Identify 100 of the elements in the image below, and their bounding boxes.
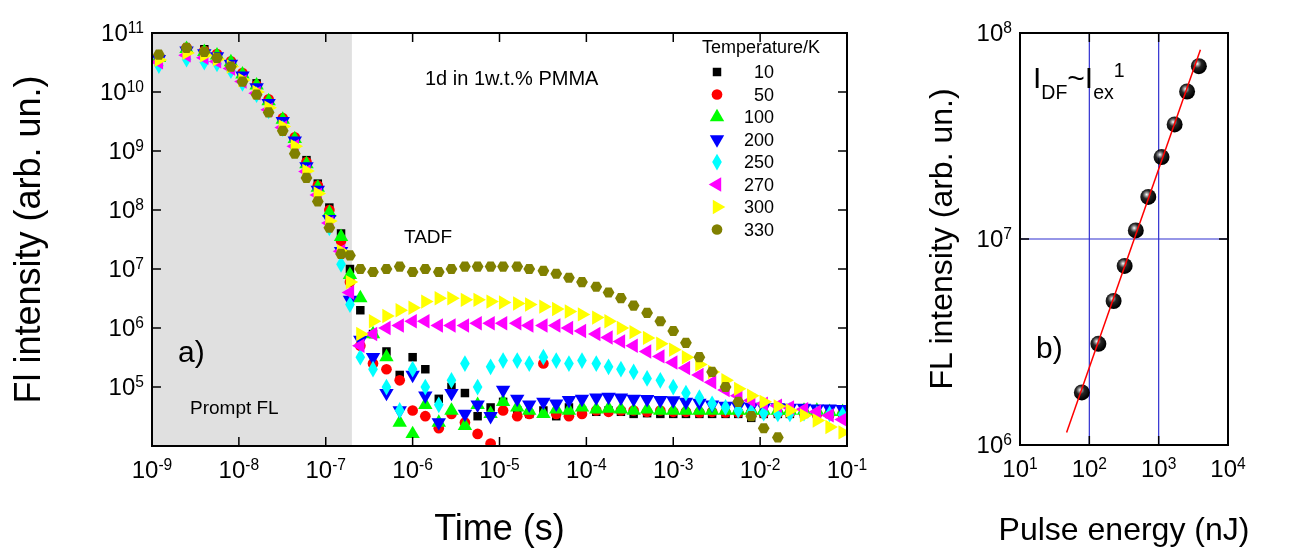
point: [771, 432, 784, 443]
x-axis-title: Pulse energy (nJ): [998, 511, 1250, 547]
y-tick-label: 10$^{11}$: [101, 18, 144, 46]
point: [511, 410, 523, 422]
legend-label: 200: [743, 129, 774, 150]
x-tick-label: 10$^{4}$: [1210, 454, 1247, 482]
point: [563, 272, 575, 283]
point: [368, 314, 382, 329]
point: [473, 292, 486, 308]
point: [394, 374, 406, 386]
x-tick-label: 10$^{-1}$: [826, 455, 868, 483]
point: [445, 263, 458, 275]
x-tick-label: 10$^{-3}$: [652, 455, 694, 483]
legend-label: 10: [753, 62, 774, 82]
point: [757, 423, 770, 434]
point: [405, 425, 420, 439]
point: [380, 263, 393, 275]
point: [356, 326, 369, 342]
point: [485, 438, 496, 446]
y-axis-title: FL intensity (arb. un.): [923, 88, 959, 390]
point: [447, 290, 460, 306]
y-tick-label: 10$^{6}$: [108, 313, 144, 341]
point: [525, 297, 538, 312]
point: [577, 307, 591, 322]
y-tick-label: 10$^{9}$: [108, 136, 144, 164]
point: [681, 349, 695, 365]
x-tick-label: 10$^{-2}$: [739, 455, 781, 483]
legend-label: 50: [753, 84, 774, 105]
x-tick-label: 10$^{-8}$: [218, 455, 260, 483]
point: [382, 308, 395, 324]
point: [444, 402, 459, 415]
x-tick-label: 10$^{-5}$: [479, 455, 521, 483]
point: [407, 405, 418, 416]
point: [432, 266, 445, 278]
x-tick-label: 10$^{-7}$: [305, 455, 347, 483]
x-tick-label: 10$^{2}$: [1071, 454, 1108, 482]
annotation: a): [178, 335, 205, 368]
annotation: TADF: [404, 226, 453, 247]
legend-label: 300: [743, 197, 774, 217]
legend-label: 250: [743, 152, 774, 172]
point: [472, 428, 483, 440]
point: [600, 330, 613, 345]
legend-title: Temperature/K: [702, 37, 821, 57]
point: [473, 411, 482, 421]
y-tick-label: 10$^{5}$: [108, 372, 145, 400]
point: [590, 281, 603, 292]
y-tick-label: 10$^{8}$: [108, 195, 144, 223]
point: [693, 352, 706, 363]
point: [497, 261, 509, 272]
point: [759, 394, 773, 410]
point: [667, 325, 680, 337]
point: [459, 261, 471, 272]
point: [341, 285, 355, 300]
point: [421, 294, 434, 309]
x-axis-title: Time (s): [434, 507, 565, 548]
point: [381, 363, 392, 375]
y-tick-label: 10$^{7}$: [976, 224, 1012, 252]
point: [615, 293, 627, 304]
point: [434, 290, 448, 306]
point: [652, 349, 665, 364]
x-tick-label: 10$^{3}$: [1140, 454, 1177, 482]
point: [587, 326, 601, 342]
point: [691, 367, 704, 383]
band-label: Prompt FL: [190, 397, 279, 418]
point: [642, 330, 656, 346]
point: [367, 266, 379, 278]
point: [419, 263, 432, 275]
point: [354, 263, 367, 275]
point: [484, 261, 497, 272]
point: [732, 396, 745, 407]
y-tick-label: 10$^{8}$: [976, 18, 1012, 46]
point: [680, 337, 692, 348]
point: [460, 292, 474, 308]
point: [641, 307, 653, 319]
point: [629, 324, 642, 340]
point: [535, 318, 548, 333]
y-tick-label: 10$^{10}$: [99, 77, 145, 105]
point: [498, 295, 512, 310]
point: [497, 405, 509, 416]
point: [616, 320, 630, 336]
point: [395, 303, 409, 318]
x-tick-label: 10$^{-4}$: [566, 455, 607, 483]
y-tick-label: 10$^{7}$: [108, 254, 144, 282]
x-tick-label: 10$^{-9}$: [131, 455, 173, 483]
point: [408, 300, 421, 316]
point: [486, 294, 499, 309]
legend-label: 270: [743, 174, 774, 195]
point: [392, 414, 407, 427]
point: [536, 405, 551, 419]
point: [379, 348, 394, 362]
point: [602, 287, 615, 298]
point: [511, 261, 524, 272]
point: [419, 410, 431, 422]
y-axis-title: Fl intensity (arb. un.): [7, 75, 48, 404]
point: [421, 365, 430, 374]
legend-label: 330: [743, 219, 774, 240]
point: [564, 304, 578, 319]
point: [408, 352, 417, 362]
annotation: b): [1036, 331, 1063, 364]
point: [627, 300, 640, 311]
